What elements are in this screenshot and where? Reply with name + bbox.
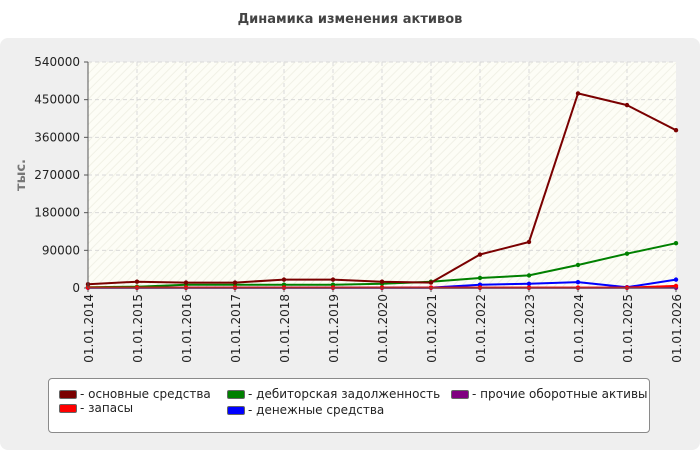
data-point xyxy=(673,283,679,289)
legend-label: - запасы xyxy=(80,401,134,415)
data-point xyxy=(477,275,483,281)
legend-item-other-current-assets[interactable]: - прочие оборотные активы xyxy=(451,387,648,401)
data-point xyxy=(330,277,336,282)
legend-swatch xyxy=(59,390,77,399)
x-tick-label: 01.01.2017 xyxy=(229,294,243,363)
y-axis-label: тыс. xyxy=(14,159,29,191)
y-axis-ticks: 0 90000 180000 270000 360000 450000 540000 xyxy=(34,55,88,295)
x-tick-label: 01.01.2026 xyxy=(670,294,684,363)
legend-label: - денежные средства xyxy=(248,403,385,417)
data-point xyxy=(673,277,679,282)
grid-lines xyxy=(88,61,676,288)
y-tick-label: 180000 xyxy=(34,206,80,220)
x-tick-label: 01.01.2018 xyxy=(278,294,292,363)
legend-swatch xyxy=(227,406,245,415)
data-point xyxy=(232,280,238,285)
legend-label: - основные средства xyxy=(80,387,211,401)
y-tick-label: 90000 xyxy=(42,243,80,257)
legend-label: - дебиторская задолженность xyxy=(248,387,441,401)
data-point xyxy=(624,251,630,256)
x-tick-label: 01.01.2023 xyxy=(523,294,537,363)
x-tick-label: 01.01.2024 xyxy=(572,294,586,363)
data-point xyxy=(624,102,630,108)
y-tick-label: 270000 xyxy=(34,168,80,182)
legend-item-inventory[interactable]: - запасы xyxy=(59,401,133,415)
data-point xyxy=(134,279,140,284)
data-point xyxy=(673,128,679,133)
legend-item-receivables[interactable]: - дебиторская задолженность xyxy=(227,387,440,401)
data-point xyxy=(183,280,189,285)
data-point xyxy=(526,281,532,287)
data-point xyxy=(673,241,679,246)
x-tick-label: 01.01.2022 xyxy=(474,294,488,363)
legend-item-cash[interactable]: - денежные средства xyxy=(227,403,384,417)
legend-label: - прочие оборотные активы xyxy=(472,387,648,401)
data-point xyxy=(281,277,287,282)
data-point xyxy=(379,279,385,284)
y-tick-label: 360000 xyxy=(34,130,80,144)
legend-item-fixed-assets[interactable]: - основные средства xyxy=(59,387,211,401)
x-tick-label: 01.01.2025 xyxy=(621,294,635,363)
x-tick-label: 01.01.2016 xyxy=(180,294,194,363)
data-point xyxy=(575,279,581,285)
chart-title: Динамика изменения активов xyxy=(237,12,463,27)
data-point xyxy=(575,262,581,268)
y-tick-label: 540000 xyxy=(34,55,80,69)
y-tick-label: 0 xyxy=(72,281,80,295)
data-point xyxy=(477,252,483,257)
legend-swatch xyxy=(451,390,469,399)
x-axis-ticks: 01.01.2014 01.01.2015 01.01.2016 01.01.2017… xyxy=(82,288,684,363)
x-tick-label: 01.01.2019 xyxy=(327,294,341,363)
y-tick-label: 450000 xyxy=(34,93,80,107)
x-tick-label: 01.01.2015 xyxy=(131,294,145,363)
legend-swatch xyxy=(227,390,245,399)
legend: - основные средства - запасы - дебиторск… xyxy=(48,378,650,433)
x-tick-label: 01.01.2014 xyxy=(82,294,96,363)
data-point xyxy=(526,239,532,245)
x-tick-label: 01.01.2020 xyxy=(376,294,390,363)
legend-swatch xyxy=(59,404,77,413)
data-point xyxy=(428,280,434,285)
data-point xyxy=(575,91,581,96)
x-tick-label: 01.01.2021 xyxy=(425,294,439,363)
data-point xyxy=(526,273,532,278)
